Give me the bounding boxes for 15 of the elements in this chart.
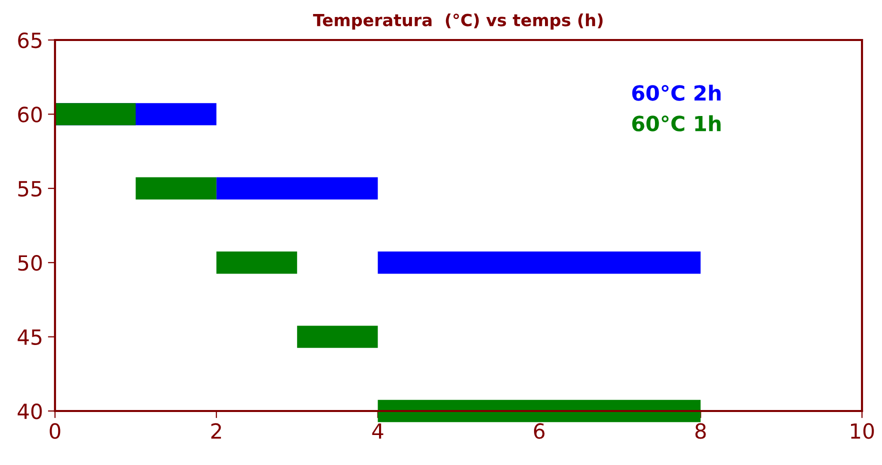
y-tick-label: 60 — [18, 106, 42, 122]
text: 60°C 2h — [632, 84, 721, 101]
x-tick-label: 4 — [372, 423, 384, 439]
y-tick-label: 55 — [18, 181, 42, 197]
x-tick-label: 0 — [50, 423, 60, 439]
y-tick-label: 65 — [18, 32, 42, 48]
x-tick-label: 10 — [851, 423, 874, 439]
y-tick-label: 45 — [18, 330, 42, 346]
x-tick-label: 6 — [534, 423, 545, 439]
x-tick-label: 2 — [211, 423, 221, 439]
y-tick-label: 50 — [18, 255, 42, 271]
text: 60°C 1h — [632, 115, 721, 132]
x-tick-label: 8 — [695, 423, 706, 439]
chart-title: Temperatura (°C) vs temps (h) — [313, 13, 603, 30]
y-tick-label: 40 — [18, 403, 42, 420]
